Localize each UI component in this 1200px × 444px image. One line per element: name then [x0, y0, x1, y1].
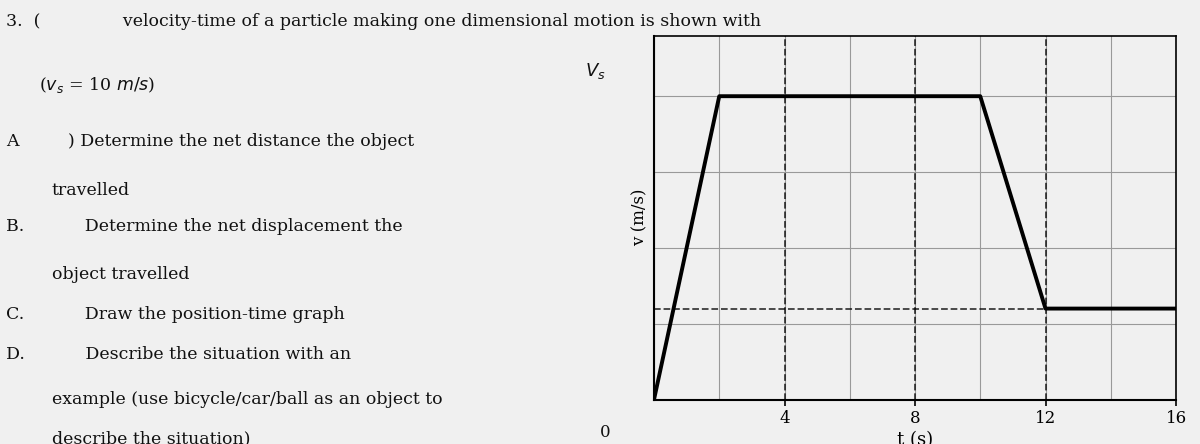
Text: B.           Determine the net displacement the: B. Determine the net displacement the	[6, 218, 403, 234]
Text: $V_s$: $V_s$	[584, 61, 606, 81]
Text: C.           Draw the position-time graph: C. Draw the position-time graph	[6, 306, 346, 323]
Text: 0: 0	[600, 424, 611, 441]
Text: 3.  (               velocity-time of a particle making one dimensional motion is: 3. ( velocity-time of a particle making …	[6, 13, 762, 30]
Text: ($v_s$ = 10 $m/s$): ($v_s$ = 10 $m/s$)	[38, 75, 155, 95]
Text: travelled: travelled	[52, 182, 130, 199]
X-axis label: t (s): t (s)	[896, 431, 934, 444]
Text: example (use bicycle/car/ball as an object to: example (use bicycle/car/ball as an obje…	[52, 391, 443, 408]
Text: A         ) Determine the net distance the object: A ) Determine the net distance the objec…	[6, 133, 415, 150]
Y-axis label: v (m/s): v (m/s)	[631, 189, 648, 246]
Text: D.           Describe the situation with an: D. Describe the situation with an	[6, 346, 352, 363]
Text: describe the situation): describe the situation)	[52, 431, 251, 444]
Text: object travelled: object travelled	[52, 266, 190, 283]
